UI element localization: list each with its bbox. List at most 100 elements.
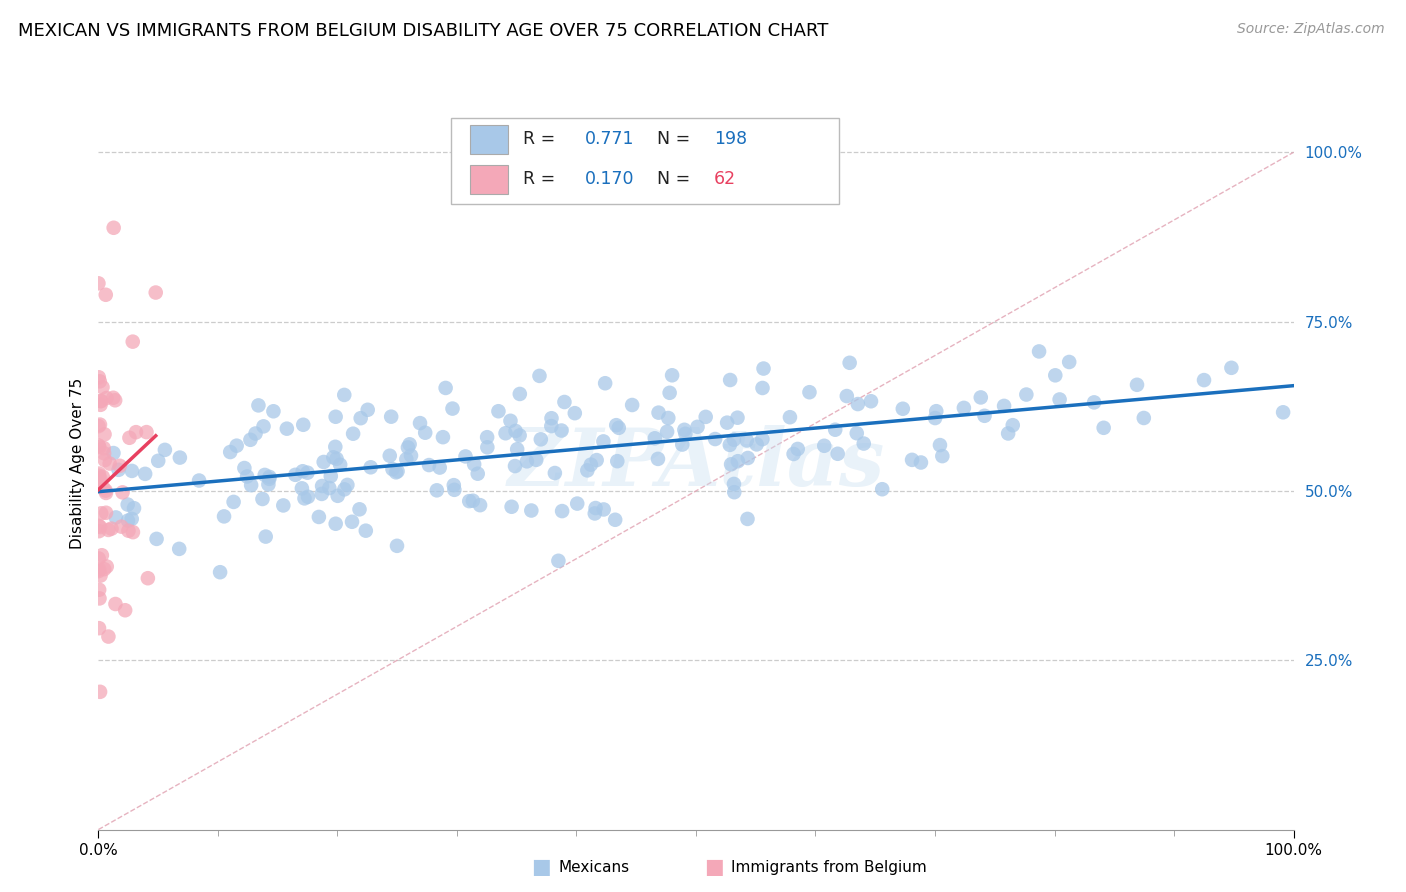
Point xyxy=(1126,377,1149,392)
Text: ■: ■ xyxy=(704,857,724,877)
Point xyxy=(114,603,136,617)
Point xyxy=(349,502,371,516)
Point xyxy=(813,439,835,453)
Point xyxy=(103,220,125,235)
Point xyxy=(212,509,235,524)
Text: 0.771: 0.771 xyxy=(585,130,634,148)
Point xyxy=(723,477,745,491)
Point xyxy=(96,391,118,405)
Point xyxy=(1001,418,1024,433)
Point xyxy=(360,460,382,475)
Point xyxy=(727,454,749,468)
Point xyxy=(336,478,359,492)
Point xyxy=(530,433,553,447)
Point xyxy=(87,277,110,291)
Point xyxy=(107,463,129,477)
Point xyxy=(468,498,491,512)
Point xyxy=(89,440,111,454)
Point xyxy=(458,494,481,508)
Point xyxy=(89,475,111,489)
Point xyxy=(145,532,167,546)
Point xyxy=(432,430,454,444)
Point xyxy=(529,368,551,383)
Point xyxy=(477,440,499,454)
Point xyxy=(89,591,111,606)
Point xyxy=(824,423,846,437)
Point xyxy=(87,524,110,538)
Point xyxy=(322,450,344,465)
Text: Source: ZipAtlas.com: Source: ZipAtlas.com xyxy=(1237,22,1385,37)
Point xyxy=(167,541,190,556)
Point xyxy=(567,497,589,511)
Text: 198: 198 xyxy=(714,130,747,148)
Point xyxy=(311,487,333,501)
Point xyxy=(429,460,451,475)
Point xyxy=(716,416,738,430)
Point xyxy=(475,430,498,444)
FancyBboxPatch shape xyxy=(470,125,509,154)
Point xyxy=(96,559,118,574)
Point xyxy=(236,469,259,483)
Point xyxy=(621,398,644,412)
Text: 0.170: 0.170 xyxy=(585,170,634,188)
Point xyxy=(997,426,1019,441)
Y-axis label: Disability Age Over 75: Disability Age Over 75 xyxy=(69,378,84,549)
Point xyxy=(544,466,567,480)
Point xyxy=(540,419,562,434)
Point xyxy=(953,401,976,415)
Point xyxy=(661,368,683,383)
Point xyxy=(121,464,143,478)
Point xyxy=(891,401,914,416)
Point xyxy=(308,510,330,524)
Point xyxy=(488,404,510,418)
Point xyxy=(409,416,432,430)
Point xyxy=(253,467,276,482)
Point xyxy=(259,472,281,486)
Point xyxy=(104,510,127,524)
Point xyxy=(827,447,849,461)
Point xyxy=(122,501,145,516)
Point xyxy=(1192,373,1215,387)
Point xyxy=(325,516,347,531)
Point xyxy=(737,450,759,465)
Point xyxy=(90,548,112,562)
Point xyxy=(97,630,120,644)
Point xyxy=(644,431,666,445)
Point xyxy=(655,425,678,439)
Point xyxy=(380,409,402,424)
Point xyxy=(924,411,946,425)
Point xyxy=(686,419,709,434)
Point xyxy=(333,388,356,402)
Point xyxy=(727,410,749,425)
Point xyxy=(90,506,112,520)
Point xyxy=(381,462,404,476)
Point xyxy=(673,426,696,441)
Point xyxy=(89,520,111,534)
Point xyxy=(271,499,294,513)
Point xyxy=(94,506,117,520)
Point xyxy=(135,425,157,439)
Point xyxy=(93,441,115,455)
Point xyxy=(340,515,363,529)
Point xyxy=(585,453,607,467)
Point xyxy=(97,523,120,537)
Point xyxy=(93,427,115,442)
Point xyxy=(647,406,669,420)
Point xyxy=(122,525,145,540)
Point xyxy=(240,478,263,492)
Point xyxy=(426,483,449,498)
Point xyxy=(547,554,569,568)
Point xyxy=(93,481,115,495)
Point xyxy=(501,500,523,514)
Point xyxy=(145,285,167,300)
Point xyxy=(117,524,139,538)
Point xyxy=(737,512,759,526)
Point xyxy=(252,419,274,434)
Point xyxy=(579,458,602,472)
Point xyxy=(1092,421,1115,435)
Point xyxy=(312,455,335,469)
Point xyxy=(970,391,993,405)
Point xyxy=(257,477,280,491)
Point xyxy=(443,483,465,497)
Point xyxy=(291,481,314,495)
